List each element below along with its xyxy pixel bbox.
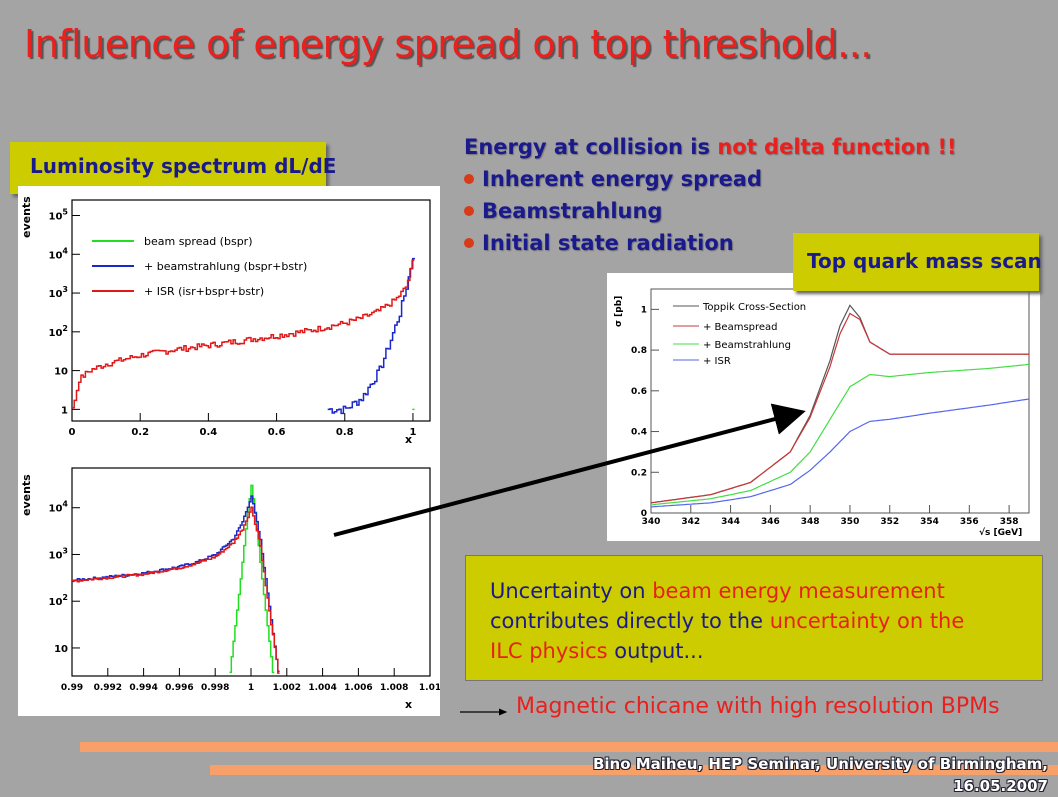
tick-label: 1 xyxy=(641,305,647,315)
tick-label: 0.4 xyxy=(200,427,218,438)
intro-text: Energy at collision is xyxy=(464,135,718,159)
upper-legend: beam spread (bspr) + beamstrahlung (bspr… xyxy=(92,235,307,298)
tick-label: 350 xyxy=(841,517,860,527)
tick-label: 348 xyxy=(801,517,820,527)
bullet-text: Inherent energy spread xyxy=(482,167,763,191)
uncert-highlight-1: beam energy measurement xyxy=(652,579,945,603)
top-y-label: σ [pb] xyxy=(614,296,624,327)
legend-label-beamstrahlung: + Beamstrahlung xyxy=(703,340,791,351)
bullet-dot-icon xyxy=(464,174,474,184)
tick-label: 354 xyxy=(920,517,939,527)
y-tick-label: 10 xyxy=(54,644,68,655)
y-tick-label: 1 xyxy=(61,405,68,416)
tick-label: 1.006 xyxy=(344,683,372,693)
tick-label: 0 xyxy=(641,509,647,519)
tick-label: 0.8 xyxy=(336,427,354,438)
tick-label: 0.994 xyxy=(129,683,157,693)
tick-label: 356 xyxy=(960,517,979,527)
uncert-text-1: Uncertainty on xyxy=(490,579,653,603)
tick-label: 346 xyxy=(761,517,780,527)
intro-highlight: not delta function !! xyxy=(717,135,957,159)
bullet-dot-icon xyxy=(464,238,474,248)
tick-label: 0.8 xyxy=(631,346,647,356)
legend-label-bstr: + beamstrahlung (bspr+bstr) xyxy=(144,260,307,273)
top-legend: Toppik Cross-Section + Beamspread + Beam… xyxy=(673,302,806,367)
top-mass-scan-svg: 0 0.2 0.4 0.6 0.8 1 340 342 344 346 348 350 352 354 35… xyxy=(614,288,1030,538)
tick-label: 0.6 xyxy=(268,427,286,438)
footer-line-1: Bino Maiheu, HEP Seminar, University of … xyxy=(592,755,1048,773)
tick-label: 0.99 xyxy=(61,683,83,693)
top-quark-label: Top quark mass scan xyxy=(793,233,1042,291)
bullet-item: Beamstrahlung xyxy=(464,195,957,227)
bullet-item: Inherent energy spread xyxy=(464,163,957,195)
tick-label: 0.998 xyxy=(201,683,229,693)
tick-label: 344 xyxy=(721,517,740,527)
energy-bullets: Energy at collision is not delta functio… xyxy=(464,131,957,259)
y-tick-label: 10 xyxy=(54,367,68,378)
uncert-text-2: contributes directly to the xyxy=(490,609,770,633)
uncert-text-3: output... xyxy=(607,639,704,663)
footer-line-2: 16.05.2007 xyxy=(953,777,1048,795)
footer-bar-bottom xyxy=(210,765,1058,775)
tick-label: 0.992 xyxy=(94,683,122,693)
bullet-item: Initial state radiation xyxy=(464,227,957,259)
tick-label: 1.002 xyxy=(273,683,301,693)
tick-label: 0.996 xyxy=(165,683,193,693)
tick-label: 1.01 xyxy=(419,683,440,693)
tick-label: 1.008 xyxy=(380,683,408,693)
tick-label: 1 xyxy=(248,683,254,693)
tick-label: 358 xyxy=(1000,517,1019,527)
luminosity-spectrum-panel: 1 10 102 103 104 105 0 0.2 0.4 0.6 0.8 1 events x b… xyxy=(18,186,441,716)
slide-title: Influence of energy spread on top thresh… xyxy=(24,22,872,66)
legend-label-isr: + ISR (isr+bspr+bstr) xyxy=(144,285,264,298)
bullet-text: Initial state radiation xyxy=(482,231,734,255)
legend-label-beamspread: + Beamspread xyxy=(703,322,778,333)
chicane-text: Magnetic chicane with high resolution BP… xyxy=(516,694,1000,719)
upper-x-label: x xyxy=(405,433,412,446)
series-isr xyxy=(72,259,415,409)
uncert-highlight-3: ILC physics xyxy=(490,639,608,663)
pointer-arrow xyxy=(333,403,806,537)
top-mass-scan-panel: 0 0.2 0.4 0.6 0.8 1 340 342 344 346 348 350 352 354 35… xyxy=(607,273,1040,541)
legend-label-isr: + ISR xyxy=(703,356,731,367)
luminosity-label: Luminosity spectrum dL/dE xyxy=(10,142,336,194)
upper-plot-frame xyxy=(71,199,431,422)
series-beamspread xyxy=(650,312,1029,504)
series-beamstrahlung xyxy=(650,363,1030,506)
footer-bar-top xyxy=(80,742,1058,752)
series-isr xyxy=(72,506,280,674)
uncertainty-box: Uncertainty on beam energy measurement c… xyxy=(465,555,1043,681)
tick-label: 0.2 xyxy=(631,468,647,478)
intro-line: Energy at collision is not delta functio… xyxy=(464,131,957,163)
series-isr xyxy=(650,398,1030,508)
tick-label: 0.2 xyxy=(131,427,149,438)
uncert-highlight-2: uncertainty on the xyxy=(769,609,965,633)
tick-label: 0.6 xyxy=(631,387,647,397)
series-beam-spread xyxy=(229,484,275,674)
tick-label: 1.004 xyxy=(308,683,336,693)
footer: Bino Maiheu, HEP Seminar, University of … xyxy=(400,753,1048,797)
legend-label-bspr: beam spread (bspr) xyxy=(144,235,253,248)
legend-label-toppik: Toppik Cross-Section xyxy=(702,302,806,313)
tick-label: 352 xyxy=(880,517,899,527)
bullet-text: Beamstrahlung xyxy=(482,199,663,223)
tick-label: 342 xyxy=(681,517,700,527)
top-x-label: √s [GeV] xyxy=(979,527,1022,538)
lower-y-label: events xyxy=(20,474,33,516)
lower-x-label: x xyxy=(405,698,412,711)
tick-label: 0.4 xyxy=(631,428,647,438)
series-beamstrahlung xyxy=(327,257,415,415)
upper-y-label: events xyxy=(20,196,33,238)
tick-label: 0 xyxy=(69,427,76,438)
bullet-dot-icon xyxy=(464,206,474,216)
tick-label: 1 xyxy=(409,427,416,438)
tick-label: 340 xyxy=(642,517,661,527)
